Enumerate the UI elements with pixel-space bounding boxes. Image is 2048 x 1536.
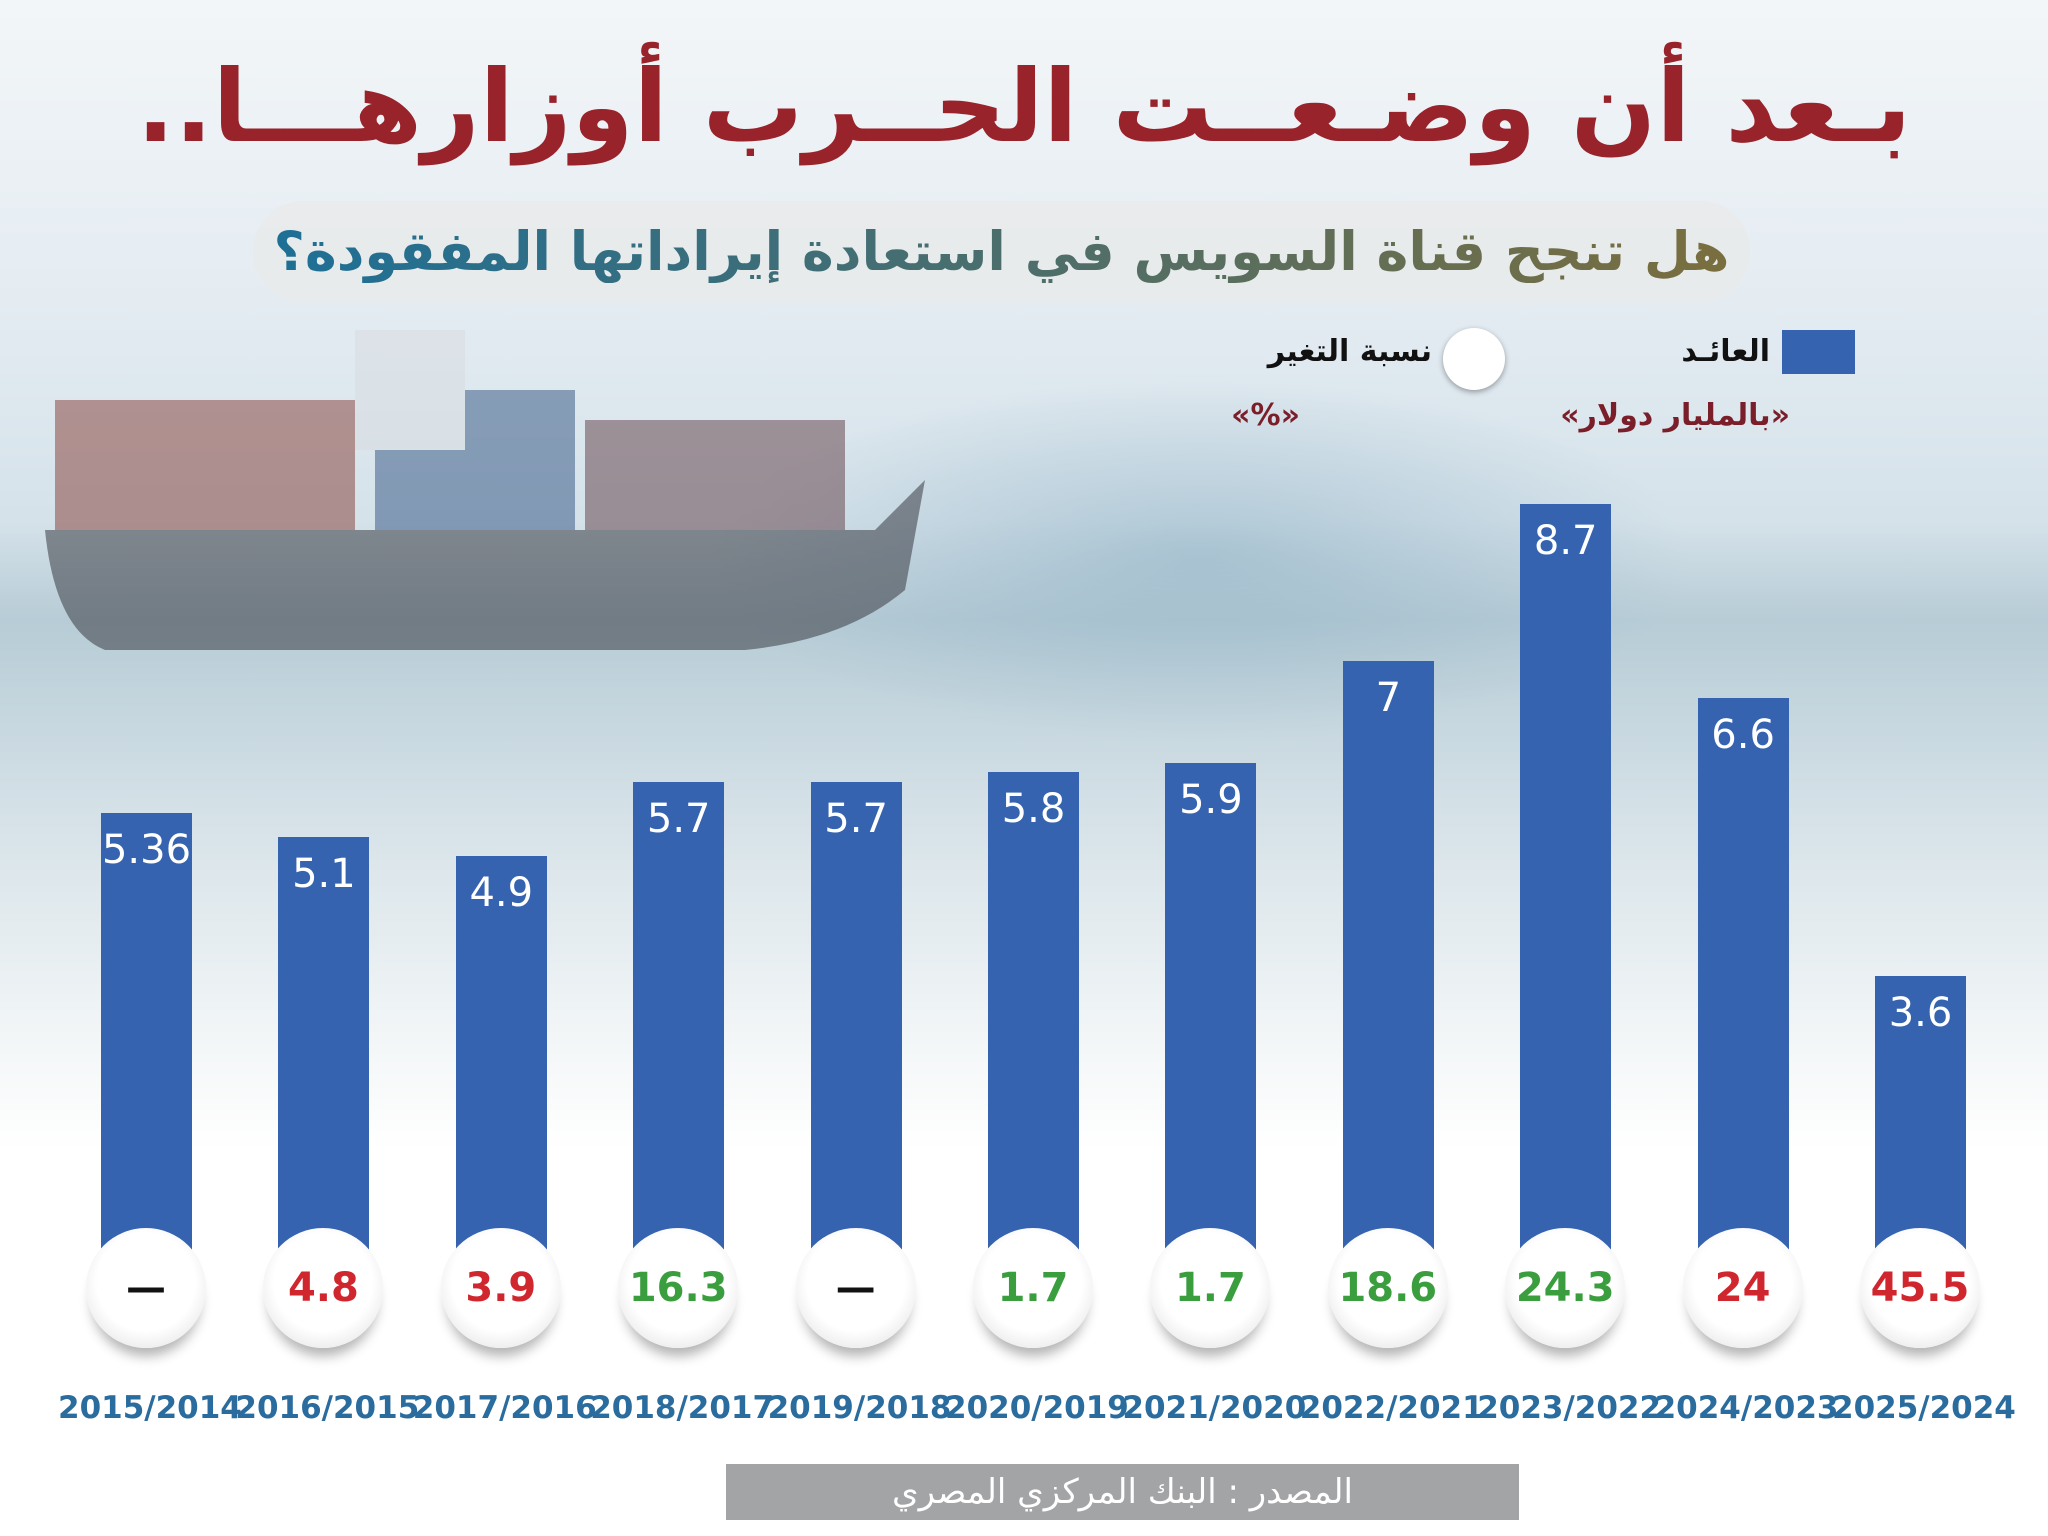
bar-value-label: 5.1 [292, 851, 356, 898]
bar: 7 [1342, 661, 1434, 1250]
year-label: 2024/2023 [1654, 1390, 1839, 1426]
change-percent-circle: — [795, 1228, 916, 1348]
bar: 5.7 [810, 781, 902, 1250]
bar: 5.8 [988, 772, 1079, 1250]
bar-value-label: 4.9 [469, 869, 534, 916]
bar: 6.6 [1697, 698, 1789, 1250]
change-percent-circle: 1.7 [973, 1228, 1093, 1348]
bar: 8.7 [1520, 503, 1612, 1250]
bar-value-label: 3.6 [1888, 990, 1953, 1037]
year-label: 2018/2017 [590, 1390, 775, 1426]
subtitle-banner: هل تنجح قناة السويس في استعادة إيراداتها… [253, 201, 1750, 302]
change-percent-circle: — [86, 1228, 206, 1348]
legend-change-label: نسبة التغير [1267, 334, 1432, 369]
bar-value-label: 8.7 [1533, 517, 1598, 564]
bar: 3.6 [1875, 976, 1966, 1250]
change-percent-circle: 1.7 [1150, 1228, 1271, 1348]
change-percent-circle: 24 [1682, 1228, 1803, 1348]
change-percent-circle: 18.6 [1327, 1228, 1448, 1348]
change-percent-circle: 45.5 [1860, 1228, 1980, 1348]
legend-revenue-label: العائـد [1681, 334, 1770, 369]
container-ship-image [45, 330, 925, 650]
change-percent-circle: 4.8 [263, 1228, 384, 1348]
legend-revenue-unit: «بالمليار دولار» [1560, 398, 1790, 433]
bar-value-label: 7 [1375, 675, 1402, 722]
bar: 5.7 [633, 781, 725, 1250]
legend-change-circle [1443, 328, 1505, 390]
year-label: 2022/2021 [1299, 1390, 1484, 1426]
bar: 4.9 [455, 855, 547, 1250]
bar-value-label: 5.8 [1001, 786, 1066, 833]
year-label: 2019/2018 [767, 1390, 952, 1426]
bar: 5.9 [1165, 763, 1257, 1250]
year-label: 2015/2014 [58, 1390, 242, 1426]
bar-value-label: 5.9 [1179, 777, 1243, 824]
year-label: 2023/2022 [1477, 1390, 1662, 1426]
year-label: 2020/2019 [945, 1390, 1129, 1426]
page-title: بـعد أن وضـعــت الحــرب أوزارهـــا.. [136, 48, 1912, 165]
legend-revenue-swatch [1782, 330, 1855, 374]
bar: 5.36 [101, 813, 192, 1250]
year-label: 2017/2016 [412, 1390, 597, 1426]
year-label: 2016/2015 [235, 1390, 420, 1426]
bar-value-label: 5.7 [824, 795, 888, 842]
bar-value-label: 5.36 [101, 827, 192, 874]
change-percent-circle: 24.3 [1505, 1228, 1626, 1348]
change-percent-circle: 16.3 [618, 1228, 739, 1348]
subtitle: هل تنجح قناة السويس في استعادة إيراداتها… [273, 220, 1730, 283]
bar-value-label: 6.6 [1711, 712, 1775, 759]
bar: 5.1 [278, 837, 370, 1250]
change-percent-circle: 3.9 [440, 1228, 561, 1348]
year-label: 2025/2024 [1832, 1390, 2016, 1426]
source-note: المصدر : البنك المركزي المصري [726, 1464, 1519, 1520]
bar-value-label: 5.7 [646, 795, 711, 842]
year-label: 2021/2020 [1122, 1390, 1307, 1426]
legend-change-unit: «%» [1231, 398, 1300, 433]
